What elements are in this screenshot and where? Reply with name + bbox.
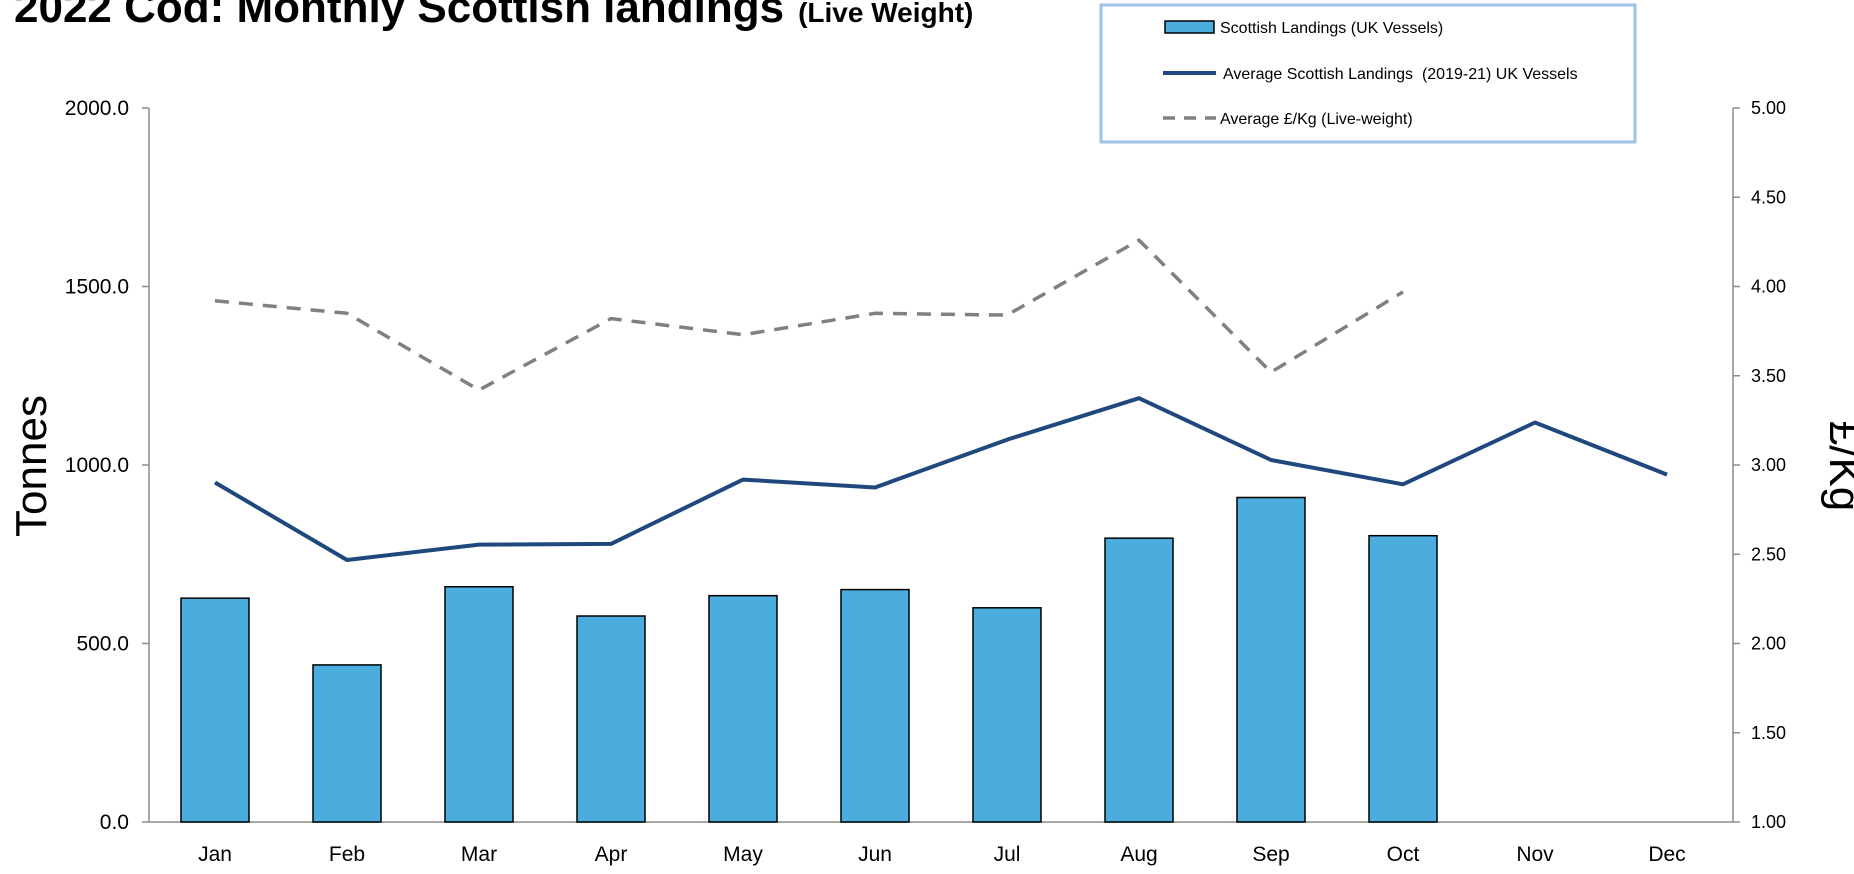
y2-tick-label: 1.00 [1751, 812, 1786, 832]
bar-jul [972, 607, 1042, 823]
legend-swatch-bars [1164, 20, 1215, 34]
bar-aug [1104, 537, 1174, 823]
chart-subtitle: (Live Weight) [798, 0, 973, 28]
y2-tick-label: 4.00 [1751, 277, 1786, 297]
x-tick-label: Apr [595, 843, 628, 866]
x-tick-label: Oct [1387, 843, 1420, 866]
y-tick-label: 500.0 [76, 633, 129, 656]
bar-feb [312, 664, 382, 823]
bar-jun [840, 588, 910, 823]
y2-tick-label: 3.00 [1751, 455, 1786, 475]
legend-label-average-line: Average Scottish Landings (2019-21) UK V… [1223, 66, 1578, 83]
y2-tick-label: 5.00 [1751, 98, 1786, 118]
chart-title-main: 2022 Cod: Monthly Scottish landings [14, 0, 784, 32]
chart-title: 2022 Cod: Monthly Scottish landings (Live… [14, 0, 973, 32]
bar-jan [180, 597, 250, 823]
y2-tick-label: 3.50 [1751, 366, 1786, 386]
x-tick-label: Sep [1252, 843, 1289, 866]
y-tick-label: 1500.0 [65, 276, 129, 299]
bars-group [180, 496, 1438, 823]
x-tick-label: Dec [1648, 843, 1685, 866]
ticks-group: 0.0 500.0 1000.0 1500.0 2000.0 1.00 1.50 2.00 2.… [65, 97, 1786, 866]
bar-sep [1236, 496, 1306, 823]
bar-oct [1368, 534, 1438, 823]
legend-label-bars: Scottish Landings (UK Vessels) [1220, 20, 1443, 37]
x-tick-label: Feb [329, 843, 365, 866]
bar-apr [576, 615, 646, 823]
bar-may [708, 594, 778, 823]
y-tick-label: 0.0 [100, 811, 129, 834]
x-tick-label: Aug [1120, 843, 1157, 866]
y2-tick-label: 2.00 [1751, 634, 1786, 654]
x-tick-label: May [723, 843, 763, 866]
y2-axis-label: £/Kg [1820, 421, 1854, 512]
y-tick-label: 2000.0 [65, 97, 129, 120]
legend: Scottish Landings (UK Vessels) Average S… [1099, 3, 1637, 144]
x-tick-label: Jan [198, 843, 232, 866]
y2-tick-label: 4.50 [1751, 187, 1786, 207]
y-axis-label: Tonnes [7, 395, 56, 537]
average-landings-line [213, 396, 1668, 562]
lines-group [213, 238, 1668, 562]
x-tick-label: Nov [1516, 843, 1554, 866]
y-tick-label: 1000.0 [65, 454, 129, 477]
y2-tick-label: 1.50 [1751, 723, 1786, 743]
y2-tick-label: 2.50 [1751, 544, 1786, 564]
legend-label-price-line: Average £/Kg (Live-weight) [1220, 111, 1413, 128]
bar-mar [444, 585, 514, 823]
x-tick-label: Mar [461, 843, 497, 866]
x-tick-label: Jun [858, 843, 892, 866]
price-line [214, 238, 1404, 392]
x-tick-label: Jul [994, 843, 1021, 866]
